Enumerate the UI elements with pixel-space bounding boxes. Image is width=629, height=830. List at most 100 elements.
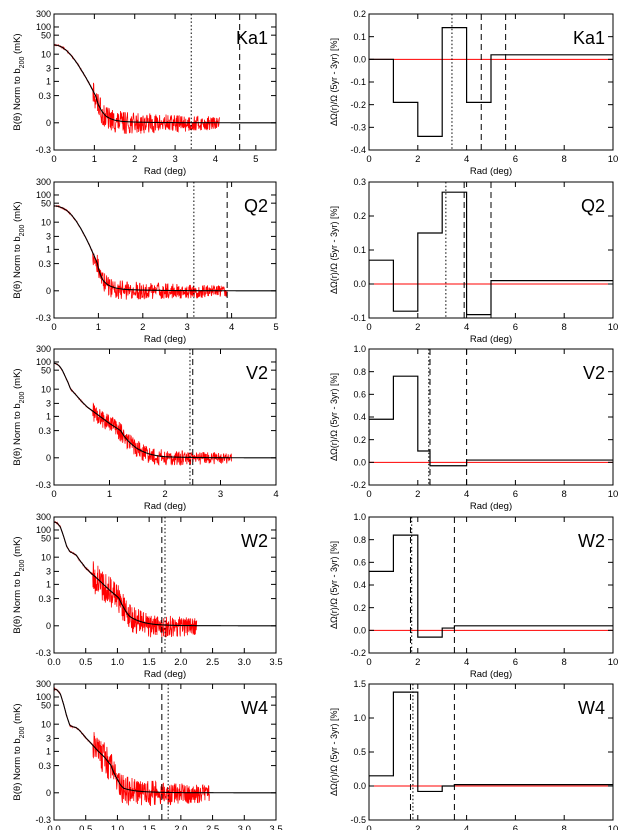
plot-frame bbox=[368, 516, 614, 654]
y-tick-label: 50 bbox=[41, 533, 51, 543]
y-tick-label: 0.3 bbox=[38, 91, 51, 101]
y-tick-label: 1.0 bbox=[353, 344, 366, 354]
y-tick-label: 0 bbox=[46, 118, 51, 128]
x-tick-label: 2.0 bbox=[174, 824, 187, 830]
y-tick-label: 10 bbox=[41, 552, 51, 562]
x-axis-label: Rad (deg) bbox=[470, 166, 512, 177]
x-tick-label: 1 bbox=[96, 322, 101, 333]
plot-frame bbox=[368, 683, 614, 821]
y-tick-label: 100 bbox=[36, 525, 51, 535]
x-tick-label: 4 bbox=[229, 322, 234, 333]
x-tick-label: 6 bbox=[513, 824, 518, 830]
x-tick-label: 2 bbox=[415, 657, 420, 668]
band-label: W2 bbox=[578, 531, 605, 551]
y-tick-label: 0.0 bbox=[353, 55, 366, 65]
y-tick-label: 0 bbox=[46, 286, 51, 296]
x-tick-label: 10 bbox=[608, 657, 619, 668]
x-axis-label: Rad (deg) bbox=[470, 334, 512, 345]
y-tick-label: 0.2 bbox=[353, 603, 366, 613]
x-tick-label: 4 bbox=[464, 824, 469, 830]
x-tick-label: 0.0 bbox=[47, 657, 60, 668]
model-curve-w4 bbox=[54, 688, 276, 794]
y-tick-label: 0.3 bbox=[353, 177, 366, 187]
x-tick-label: 2 bbox=[132, 154, 137, 165]
band-label: W2 bbox=[241, 531, 268, 551]
y-tick-label: 100 bbox=[36, 22, 51, 32]
x-tick-label: 0.5 bbox=[79, 824, 92, 830]
y-tick-label: 10 bbox=[41, 49, 51, 59]
y-axis-label: ΔΩ(r)/Ω (5yr - 3yr) [%] bbox=[329, 38, 339, 126]
x-tick-label: 0.0 bbox=[47, 824, 60, 830]
y-tick-label: 0 bbox=[46, 788, 51, 798]
y-tick-label: 100 bbox=[36, 357, 51, 367]
x-tick-label: 8 bbox=[562, 154, 567, 165]
y-tick-label: 0.8 bbox=[353, 535, 366, 545]
x-tick-label: 0 bbox=[366, 154, 371, 165]
panel-ka1-difference: 0 2 4 6 8 10 -0.4 -0.3 -0.2 -0.1 0.0 0.1 0.2 Rad (deg… bbox=[329, 9, 618, 177]
data-series-w2 bbox=[54, 520, 198, 638]
x-tick-label: 3 bbox=[218, 489, 223, 500]
y-axis-label: B(θ) Norm to b200 (mK) bbox=[12, 703, 26, 800]
y-tick-label: 1 bbox=[46, 245, 51, 255]
x-tick-label: 1.5 bbox=[143, 657, 156, 668]
x-tick-label: 0.5 bbox=[79, 657, 92, 668]
x-tick-label: 1 bbox=[92, 154, 97, 165]
x-tick-label: 3 bbox=[185, 322, 190, 333]
y-tick-label: 0.4 bbox=[353, 580, 366, 590]
step-series-w2 bbox=[369, 534, 613, 638]
x-tick-label: 4 bbox=[273, 489, 278, 500]
x-tick-label: 6 bbox=[513, 657, 518, 668]
plot-area bbox=[369, 182, 613, 318]
x-tick-label: 6 bbox=[513, 489, 518, 500]
x-tick-label: 0 bbox=[366, 489, 371, 500]
step-series-w4 bbox=[369, 691, 613, 793]
y-tick-label: -0.1 bbox=[350, 313, 366, 323]
y-tick-label: 300 bbox=[36, 679, 51, 689]
y-tick-label: 0.0 bbox=[353, 781, 366, 791]
y-tick-label: 0.2 bbox=[353, 211, 366, 221]
y-tick-label: -0.4 bbox=[350, 145, 366, 155]
plot-area bbox=[54, 349, 276, 485]
x-tick-label: 2 bbox=[162, 489, 167, 500]
band-label: Q2 bbox=[581, 196, 605, 216]
x-axis-label: Rad (deg) bbox=[144, 166, 186, 177]
x-tick-label: 3.0 bbox=[238, 657, 251, 668]
x-tick-label: 0 bbox=[366, 824, 371, 830]
y-tick-label: 3 bbox=[46, 734, 51, 744]
model-curve-v2 bbox=[54, 362, 276, 459]
y-tick-label: 50 bbox=[41, 700, 51, 710]
y-tick-label: 0 bbox=[46, 621, 51, 631]
x-tick-label: 8 bbox=[562, 824, 567, 830]
plot-area bbox=[369, 684, 613, 820]
x-tick-label: 4 bbox=[464, 154, 469, 165]
y-tick-label: 10 bbox=[41, 217, 51, 227]
y-tick-label: -0.5 bbox=[350, 815, 366, 825]
plot-frame bbox=[53, 516, 277, 654]
y-tick-label: 300 bbox=[36, 344, 51, 354]
plot-frame bbox=[53, 13, 277, 151]
x-tick-label: 2.5 bbox=[206, 824, 219, 830]
band-label: Ka1 bbox=[573, 28, 605, 48]
y-axis-label: ΔΩ(r)/Ω (5yr - 3yr) [%] bbox=[329, 708, 339, 796]
y-axis-label: ΔΩ(r)/Ω (5yr - 3yr) [%] bbox=[329, 206, 339, 294]
plot-area bbox=[54, 14, 276, 150]
y-tick-label: -0.3 bbox=[35, 313, 51, 323]
step-series-v2 bbox=[369, 375, 613, 467]
band-label: W4 bbox=[578, 698, 605, 718]
y-axis-label: ΔΩ(r)/Ω (5yr - 3yr) [%] bbox=[329, 373, 339, 461]
y-tick-label: 50 bbox=[41, 365, 51, 375]
y-tick-label: 1 bbox=[46, 77, 51, 87]
x-tick-label: 1.0 bbox=[111, 824, 124, 830]
data-series-w4 bbox=[54, 687, 210, 807]
y-tick-label: 1.0 bbox=[353, 512, 366, 522]
y-tick-label: 0.2 bbox=[353, 435, 366, 445]
y-tick-label: 0.3 bbox=[38, 761, 51, 771]
model-curve-ka1 bbox=[54, 44, 276, 124]
x-tick-label: 4 bbox=[213, 154, 218, 165]
x-tick-label: 4 bbox=[464, 657, 469, 668]
x-tick-label: 10 bbox=[608, 322, 619, 333]
plot-area bbox=[54, 182, 276, 318]
y-tick-label: 300 bbox=[36, 177, 51, 187]
